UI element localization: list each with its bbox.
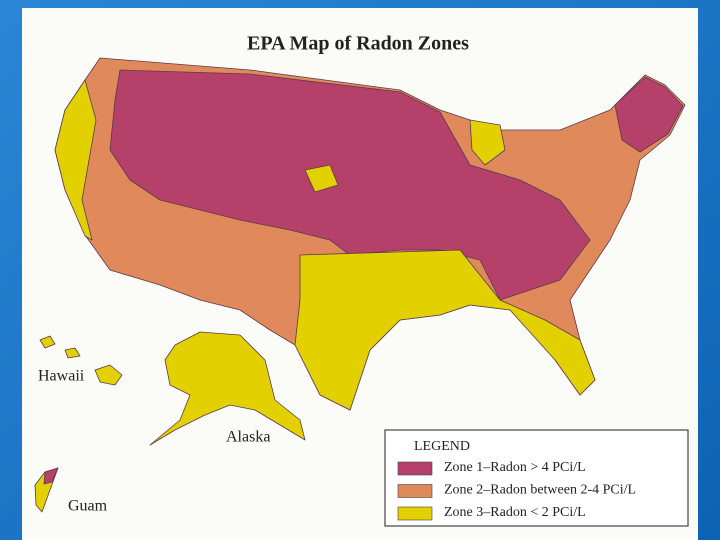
legend-swatch: [397, 484, 433, 498]
alaska: [149, 331, 306, 446]
legend-label: Zone 3–Radon < 2 PCi/L: [444, 505, 586, 520]
hawaii: [64, 347, 81, 359]
legend-swatch: [397, 461, 433, 476]
hawaii: [94, 364, 123, 386]
legend-box: [384, 429, 689, 527]
legend-swatch: [397, 506, 433, 521]
legend-label: Zone 1–Radon > 4 PCi/L: [444, 460, 586, 475]
zone-1-area: [109, 69, 591, 301]
zone-3-area: [294, 249, 596, 411]
zone-3-area: [54, 79, 97, 241]
guam: [43, 467, 59, 485]
legend-title: LEGEND: [414, 439, 470, 454]
region-label: Alaska: [226, 429, 270, 446]
us-map: [34, 57, 686, 513]
region-label: Hawaii: [38, 368, 85, 385]
hawaii: [39, 335, 56, 349]
zone-3-area: [469, 119, 506, 166]
legend-label: Zone 2–Radon between 2-4 PCi/L: [444, 483, 636, 498]
map-title: EPA Map of Radon Zones: [247, 33, 469, 55]
zone-3-area: [304, 164, 339, 193]
legend: LEGEND Zone 1–Radon > 4 PCi/L Zone 2–Rado…: [384, 429, 689, 527]
region-label: Guam: [68, 498, 108, 515]
zone-1-area: [614, 76, 684, 153]
